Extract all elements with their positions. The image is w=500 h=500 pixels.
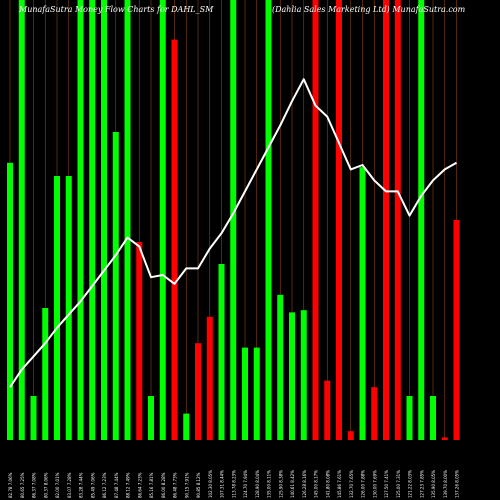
x-tick-label: 86.00 8.28% xyxy=(161,472,166,498)
x-tick-label: 80.65 7.25% xyxy=(20,472,25,498)
bar-up xyxy=(89,0,96,440)
bar-down xyxy=(371,387,378,440)
bar-up xyxy=(418,0,425,440)
x-tick-label: 135.00 8.11% xyxy=(267,470,272,498)
bar-down xyxy=(453,220,460,440)
bar-up xyxy=(112,132,119,440)
bar-up xyxy=(148,396,154,440)
x-tick-label: 85.49 7.06% xyxy=(90,472,95,498)
bar-up xyxy=(77,0,84,440)
x-tick-label: 86.64 7.23% xyxy=(137,472,142,498)
bar-down xyxy=(383,0,389,440)
x-tick-label: 126.00 7.88% xyxy=(361,470,366,498)
bar-up xyxy=(253,347,260,440)
x-tick-label: 125.00 7.31% xyxy=(396,470,401,498)
bar-down xyxy=(206,316,213,440)
x-tick-label: 128.90 8.04% xyxy=(255,470,260,498)
bar-up xyxy=(30,396,37,440)
bar-down xyxy=(171,39,178,440)
x-tick-label: 145.00 8.17% xyxy=(314,470,319,498)
chart-title: MunafaSutra Money Flow Charts for DAHL_S… xyxy=(19,5,214,14)
bar-up xyxy=(289,312,295,440)
bar-up xyxy=(18,0,25,440)
bar-up xyxy=(159,0,166,440)
x-tick-label: 139.70 8.00% xyxy=(443,470,448,498)
bar-up xyxy=(242,347,248,440)
bar-up xyxy=(406,396,413,440)
x-tick-label: 90.85 8.12% xyxy=(196,472,201,498)
bar-down xyxy=(195,343,201,440)
money-flow-line xyxy=(9,78,457,388)
x-tick-label: 107.31 8.44% xyxy=(220,470,225,498)
bar-up xyxy=(277,294,284,440)
bar-up xyxy=(359,167,366,440)
x-tick-label: 90.15 7.91% xyxy=(184,472,189,498)
chart-subtitle: (Dahlia Sales Marketing Ltd) MunafaSutra… xyxy=(272,5,466,14)
x-tick-label: 83.28 7.44% xyxy=(79,472,84,498)
x-tick-label: 141.80 8.08% xyxy=(325,470,330,498)
x-tick-label: 124.70 7.94% xyxy=(243,470,248,498)
bar-up xyxy=(65,176,72,440)
x-tick-label: 126.28 8.16% xyxy=(302,470,307,498)
x-tick-label: 145.86 7.61% xyxy=(337,470,342,498)
x-tick-label: 83.07 7.28% xyxy=(67,472,72,498)
x-tick-labels: 82.78 7.06% 80.65 7.25% 86.37 7.08% 80.37 8… xyxy=(8,470,460,498)
bar-up xyxy=(124,0,131,440)
bar-down xyxy=(336,0,342,440)
x-tick-label: 86.12 7.23% xyxy=(102,472,107,498)
bar-up xyxy=(300,310,307,440)
x-tick-label: 80.37 8.06% xyxy=(43,472,48,498)
bar-up xyxy=(265,0,272,440)
x-tick-label: 132.70 7.65% xyxy=(349,470,354,498)
bar-up xyxy=(42,308,49,440)
x-tick-label: 125.90 8.38% xyxy=(278,470,283,498)
bar-up xyxy=(7,162,13,441)
x-tick-label: 135.90 8.05% xyxy=(431,470,436,498)
x-tick-label: 88.12 7.49% xyxy=(126,472,131,498)
x-tick-label: 113.78 8.23% xyxy=(231,470,236,498)
bar-down xyxy=(136,242,143,440)
x-tick-label: 140.61 8.42% xyxy=(290,470,295,498)
bar-up xyxy=(101,0,107,440)
x-tick-label: 127.23 7.85% xyxy=(419,470,424,498)
x-tick-label: 85.16 7.81% xyxy=(149,472,154,498)
x-tick-label: 87.48 7.44% xyxy=(114,472,119,498)
line-series xyxy=(9,78,457,388)
bar-series xyxy=(7,0,460,441)
bar-down xyxy=(324,380,331,440)
bar-down xyxy=(312,0,319,440)
x-tick-label: 127.50 7.41% xyxy=(384,470,389,498)
bar-up xyxy=(218,264,225,440)
bar-up xyxy=(54,176,60,440)
x-tick-label: 86.37 7.08% xyxy=(32,472,37,498)
x-tick-label: 102.30 8.05% xyxy=(208,470,213,498)
x-tick-label: 130.00 7.69% xyxy=(372,470,377,498)
bar-down xyxy=(441,437,448,440)
x-tick-label: 82.00 7.01% xyxy=(55,472,60,498)
x-tick-label: 82.78 7.06% xyxy=(8,472,13,498)
bar-up xyxy=(230,0,237,440)
x-tick-label: 86.48 7.73% xyxy=(173,472,178,498)
x-tick-label: 121.22 8.03% xyxy=(408,470,413,498)
x-tick-label: 137.26 8.05% xyxy=(455,470,460,498)
bar-up xyxy=(183,413,190,440)
bar-down xyxy=(347,431,354,440)
bar-up xyxy=(430,396,436,440)
bar-down xyxy=(394,0,401,440)
